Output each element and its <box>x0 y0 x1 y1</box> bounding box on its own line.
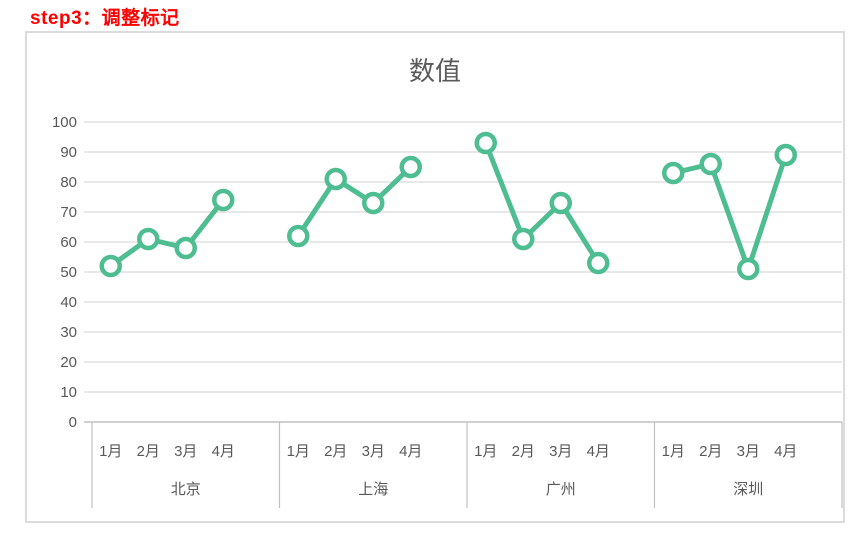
step-header: step3：调整标记 <box>30 8 180 29</box>
data-point-marker <box>662 161 685 185</box>
data-point-marker <box>137 227 160 251</box>
series-line-group-1 <box>295 164 414 239</box>
y-axis-tick-label: 100 <box>52 114 77 131</box>
data-point-marker <box>99 254 122 278</box>
data-point-marker <box>774 143 797 167</box>
chart-container: 数值 0 10 20 30 40 50 60 70 80 90 100 1月 2月 3月 4月北京 1月 2月 3… <box>25 31 845 523</box>
month-label: 1月 <box>474 443 497 460</box>
month-label: 1月 <box>99 443 122 460</box>
series-line-group-2 <box>483 140 601 266</box>
city-label: 上海 <box>358 481 388 498</box>
chart-title: 数值 <box>408 56 461 86</box>
data-point-marker <box>362 191 385 215</box>
data-point-marker <box>324 167 347 191</box>
data-point-marker <box>512 227 535 251</box>
y-axis-tick-label: 80 <box>60 174 77 191</box>
data-point-marker <box>737 257 760 281</box>
y-axis-tick-label: 0 <box>69 414 77 431</box>
month-label: 1月 <box>662 443 685 460</box>
month-label: 4月 <box>212 443 235 460</box>
data-point-marker <box>399 155 422 179</box>
data-point-marker <box>287 224 310 248</box>
month-label: 2月 <box>137 443 160 460</box>
data-point-marker <box>474 131 497 155</box>
y-axis-tick-label: 40 <box>60 294 77 311</box>
month-label: 3月 <box>362 443 385 460</box>
data-point-marker <box>699 152 722 176</box>
month-label: 4月 <box>399 443 422 460</box>
month-label: 1月 <box>287 443 310 460</box>
y-axis-tick-label: 60 <box>60 234 77 251</box>
month-label: 3月 <box>549 443 572 460</box>
data-point-marker <box>174 236 197 260</box>
series-line-group-3 <box>670 152 789 272</box>
y-axis-tick-label: 70 <box>60 204 77 221</box>
data-point-marker <box>212 188 235 212</box>
month-label: 4月 <box>587 443 610 460</box>
month-label: 4月 <box>774 443 797 460</box>
month-label: 2月 <box>512 443 535 460</box>
y-axis-tick-label: 30 <box>60 324 77 341</box>
series-line-group-0 <box>108 197 226 269</box>
month-label: 2月 <box>324 443 347 460</box>
y-axis-tick-label: 90 <box>60 144 77 161</box>
month-label: 2月 <box>699 443 722 460</box>
city-label: 北京 <box>171 481 201 498</box>
city-label: 广州 <box>546 481 576 498</box>
y-axis-tick-label: 10 <box>60 384 77 401</box>
y-axis-tick-label: 20 <box>60 354 77 371</box>
data-point-marker <box>549 191 572 215</box>
data-point-marker <box>587 251 610 275</box>
city-label: 深圳 <box>733 481 763 498</box>
y-axis-tick-label: 50 <box>60 264 77 281</box>
month-label: 3月 <box>174 443 197 460</box>
month-label: 3月 <box>737 443 760 460</box>
